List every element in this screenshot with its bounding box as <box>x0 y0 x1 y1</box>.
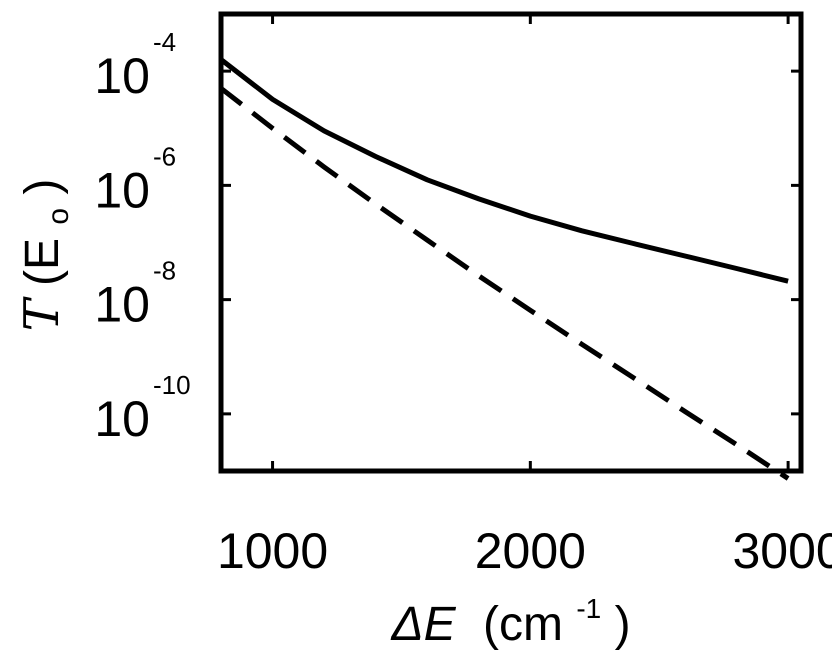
y-axis-arg-close: ) <box>16 179 69 195</box>
x-axis-unit-exp: -1 <box>576 593 601 624</box>
y-tick-base: 10 <box>94 391 150 447</box>
y-axis-label: T (E o ) <box>14 179 79 332</box>
y-axis-arg-sub: o <box>42 208 75 225</box>
x-tick-label: 2000 <box>475 523 586 579</box>
x-tick-label: 3000 <box>732 523 832 579</box>
y-tick-label: 10-6 <box>94 141 176 218</box>
x-tick-labels: 1000 2000 3000 <box>217 523 832 579</box>
y-tick-base: 10 <box>94 48 150 104</box>
x-tick-label: 1000 <box>217 523 328 579</box>
x-axis-unit-open: (cm <box>483 598 563 651</box>
y-tick-label: 10-8 <box>94 256 176 333</box>
y-tick-labels: 10-410-610-810-10 <box>94 27 190 447</box>
y-tick-label: 10-10 <box>94 370 190 447</box>
series-line-dashed <box>219 86 790 481</box>
y-tick-exponent: -4 <box>153 27 176 57</box>
y-tick-exponent: -8 <box>153 256 176 286</box>
y-axis-symbol: T <box>14 296 70 331</box>
plot-frame <box>218 11 804 474</box>
y-tick-exponent: -10 <box>153 370 191 400</box>
x-axis-unit-close: ) <box>615 598 631 651</box>
y-tick-label: 10-4 <box>94 27 176 104</box>
y-tick-base: 10 <box>94 277 150 333</box>
y-tick-base: 10 <box>94 162 150 218</box>
y-axis-arg-open: (E <box>16 238 69 286</box>
axis-ticks <box>221 14 801 471</box>
x-axis-symbol: ΔE <box>390 598 456 651</box>
series-layer <box>219 57 790 481</box>
y-tick-exponent: -6 <box>153 141 176 171</box>
x-axis-label: ΔE (cm -1 ) <box>390 576 630 651</box>
series-line-solid <box>219 57 789 284</box>
